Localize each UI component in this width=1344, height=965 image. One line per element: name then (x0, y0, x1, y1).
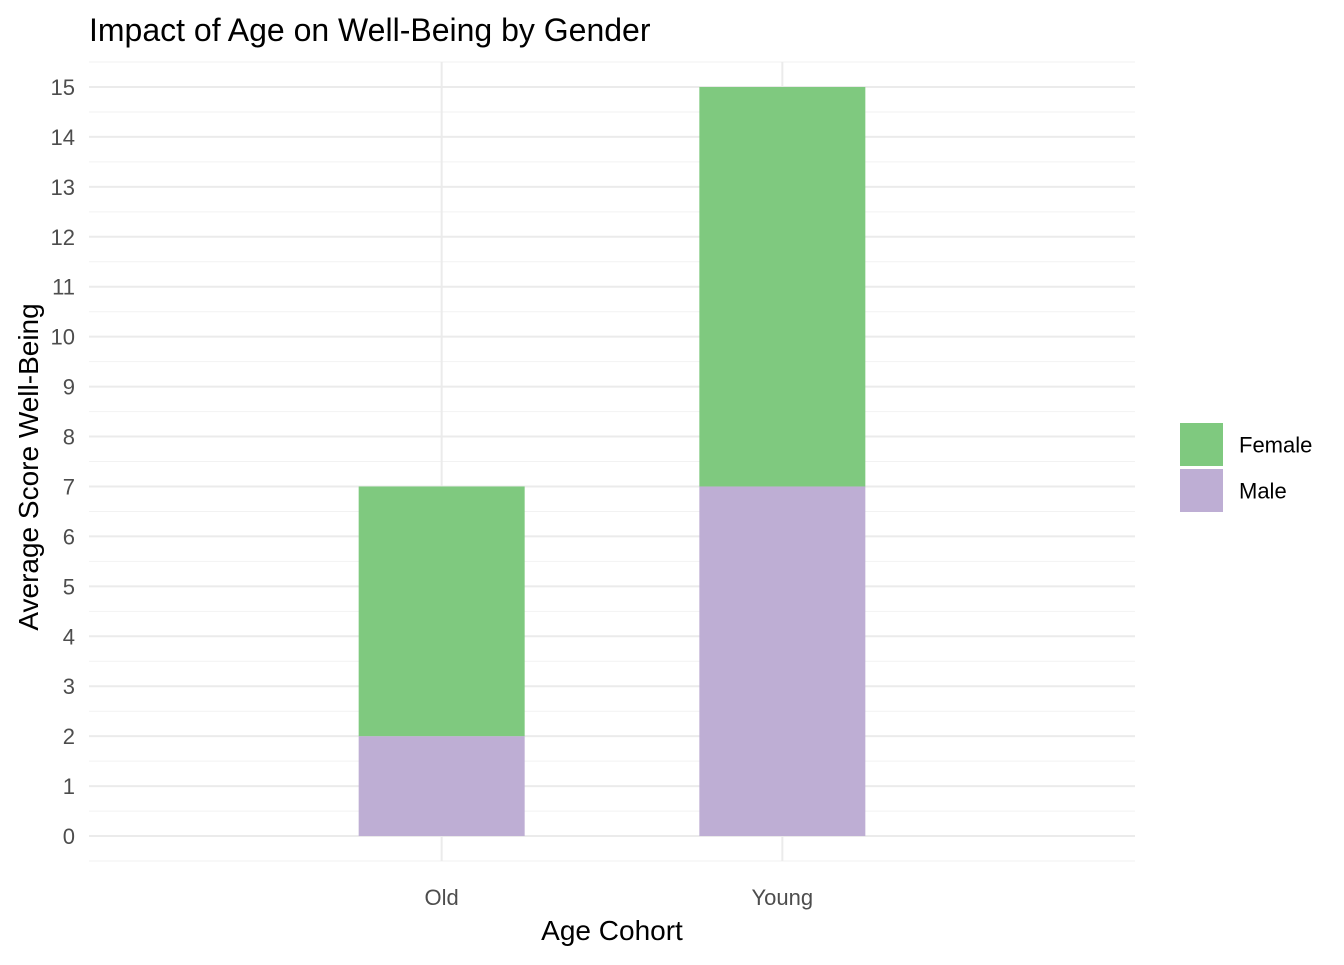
legend-label-male: Male (1239, 479, 1287, 504)
bar-male-young (699, 486, 866, 837)
y-tick-label: 12 (51, 225, 75, 250)
y-tick-label: 6 (63, 524, 75, 549)
y-tick-label: 8 (63, 425, 75, 450)
y-tick-label: 15 (51, 75, 75, 100)
x-tick-label-old: Old (425, 885, 459, 910)
y-tick-label: 0 (63, 824, 75, 849)
bars (358, 86, 866, 837)
x-axis-tick-labels: Old Young (425, 885, 814, 910)
y-tick-label: 5 (63, 574, 75, 599)
y-axis-label: Average Score Well-Being (13, 303, 44, 630)
legend-key-female (1180, 423, 1223, 466)
legend: Female Male (1180, 423, 1312, 512)
y-tick-label: 9 (63, 375, 75, 400)
bar-female-old (358, 486, 525, 737)
y-tick-label: 7 (63, 474, 75, 499)
y-tick-label: 10 (51, 325, 75, 350)
legend-key-male (1180, 469, 1223, 512)
x-axis-label: Age Cohort (541, 915, 683, 946)
grid-lines (89, 61, 1135, 862)
y-tick-label: 4 (63, 624, 75, 649)
y-tick-label: 13 (51, 175, 75, 200)
chart-title: Impact of Age on Well-Being by Gender (89, 12, 651, 48)
y-tick-label: 11 (52, 275, 75, 300)
y-tick-label: 14 (51, 125, 75, 150)
x-tick-label-young: Young (752, 885, 814, 910)
legend-label-female: Female (1239, 433, 1312, 458)
y-tick-label: 1 (63, 774, 75, 799)
bar-female-young (699, 86, 866, 487)
y-tick-label: 2 (63, 724, 75, 749)
bar-male-old (358, 736, 525, 837)
y-tick-label: 3 (63, 674, 75, 699)
